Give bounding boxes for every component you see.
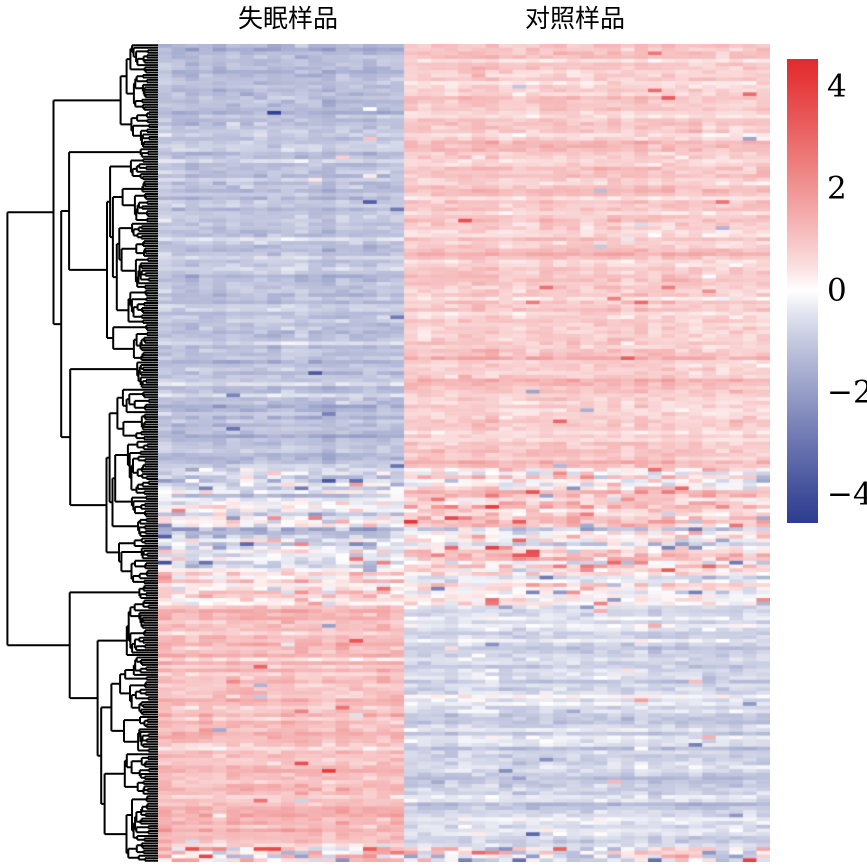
colorbar-gradient [787, 59, 818, 523]
colorbar-tick-label: 2 [827, 170, 847, 207]
colorbar-tick-label: −4 [827, 476, 867, 513]
row-dendrogram-svg [6, 44, 158, 862]
dendrogram-lines [6, 44, 158, 862]
colorbar-tick-label: −2 [827, 374, 867, 411]
group-title-control-samples: 对照样品 [524, 4, 626, 33]
heatmap-canvas [158, 44, 770, 862]
group-title-insomnia-samples: 失眠样品 [237, 4, 339, 33]
colorbar-tick-label: 4 [827, 68, 847, 105]
colorbar-tick-label: 0 [827, 272, 847, 309]
